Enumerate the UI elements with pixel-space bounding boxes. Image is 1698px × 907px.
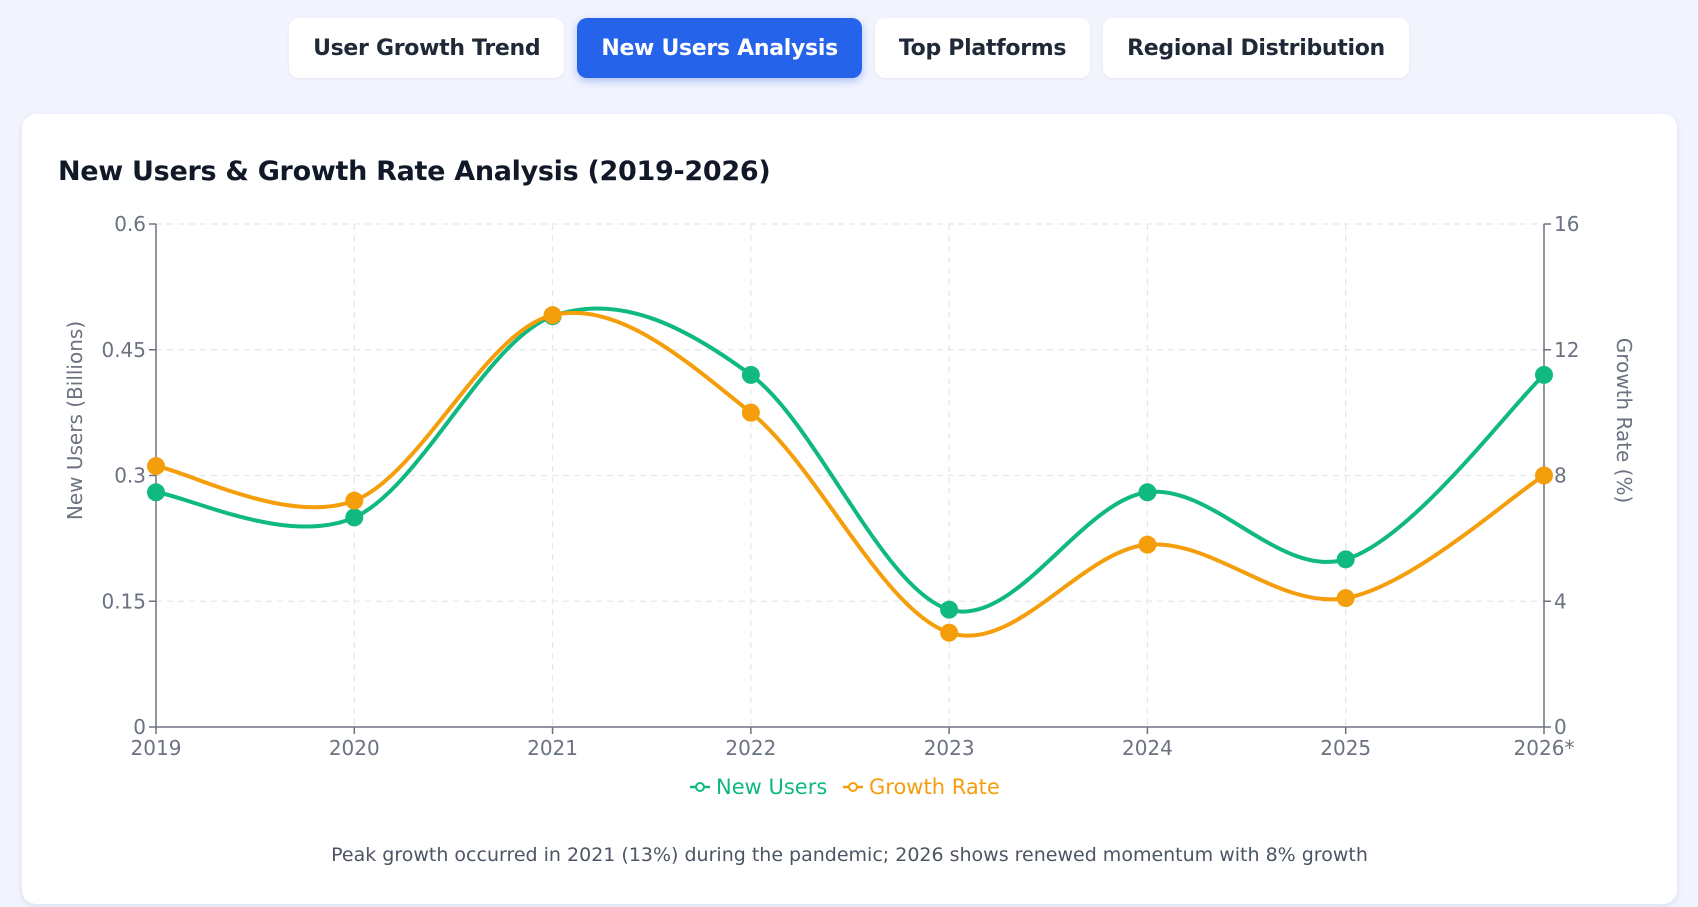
line-chart: 0 0.15 0.3 0.45 0.6 0 4 8 12 16 2019 2020 2021 2022 20… bbox=[63, 212, 1636, 799]
x-tick-label: 2022 bbox=[725, 736, 776, 760]
data-point-new-users bbox=[1336, 550, 1355, 569]
y2-tick-label: 12 bbox=[1554, 338, 1579, 362]
y-axis-title: New Users (Billions) bbox=[63, 321, 87, 520]
tab-new-users-analysis[interactable]: New Users Analysis bbox=[577, 18, 862, 78]
y-tick-label: 0.3 bbox=[114, 464, 146, 488]
legend-marker-icon bbox=[848, 782, 858, 792]
legend-label: Growth Rate bbox=[869, 775, 1000, 799]
data-point-new-users bbox=[1138, 483, 1157, 502]
x-tick-label: 2019 bbox=[131, 736, 182, 760]
data-point-growth-rate bbox=[345, 491, 364, 510]
chart-note: Peak growth occurred in 2021 (13%) durin… bbox=[331, 844, 1368, 866]
data-point-growth-rate bbox=[741, 403, 760, 422]
y2-tick-label: 16 bbox=[1554, 212, 1579, 236]
x-tick-label: 2021 bbox=[527, 736, 578, 760]
x-tick-label: 2020 bbox=[329, 736, 380, 760]
data-point-new-users bbox=[147, 483, 165, 502]
x-tick-label: 2025 bbox=[1320, 736, 1371, 760]
tab-top-platforms[interactable]: Top Platforms bbox=[874, 18, 1091, 78]
data-point-new-users bbox=[741, 365, 760, 384]
tab-user-growth-trend[interactable]: User Growth Trend bbox=[289, 18, 565, 78]
data-point-new-users bbox=[345, 508, 364, 527]
x-tick-label: 2026* bbox=[1514, 736, 1575, 760]
legend-label: New Users bbox=[716, 775, 827, 799]
x-tick-label: 2024 bbox=[1122, 736, 1173, 760]
y2-tick-label: 0 bbox=[1554, 715, 1567, 739]
y2-tick-label: 8 bbox=[1554, 464, 1567, 488]
data-point-new-users bbox=[940, 600, 959, 619]
data-point-new-users bbox=[1535, 365, 1553, 384]
y2-tick-label: 4 bbox=[1554, 589, 1567, 613]
data-point-growth-rate bbox=[543, 306, 562, 325]
x-tick-label: 2023 bbox=[924, 736, 975, 760]
chart-title: New Users & Growth Rate Analysis (2019-2… bbox=[58, 156, 771, 187]
series-line-new-users bbox=[154, 306, 1546, 614]
tab-regional-distribution[interactable]: Regional Distribution bbox=[1103, 18, 1409, 78]
data-point-growth-rate bbox=[1336, 589, 1355, 608]
data-point-growth-rate bbox=[147, 457, 165, 476]
y-tick-label: 0.6 bbox=[114, 212, 146, 236]
legend-marker-icon bbox=[695, 782, 705, 792]
tab-bar: User Growth Trend New Users Analysis Top… bbox=[0, 18, 1698, 78]
y-tick-label: 0.15 bbox=[101, 589, 146, 613]
chart-card: New Users & Growth Rate Analysis (2019-2… bbox=[22, 114, 1677, 904]
data-point-growth-rate bbox=[1535, 466, 1553, 485]
data-point-growth-rate bbox=[1138, 535, 1157, 554]
y-tick-label: 0 bbox=[133, 715, 146, 739]
series-line-growth-rate bbox=[154, 310, 1546, 638]
y2-axis-title: Growth Rate (%) bbox=[1612, 338, 1636, 504]
y-tick-label: 0.45 bbox=[101, 338, 146, 362]
data-point-growth-rate bbox=[940, 623, 959, 642]
